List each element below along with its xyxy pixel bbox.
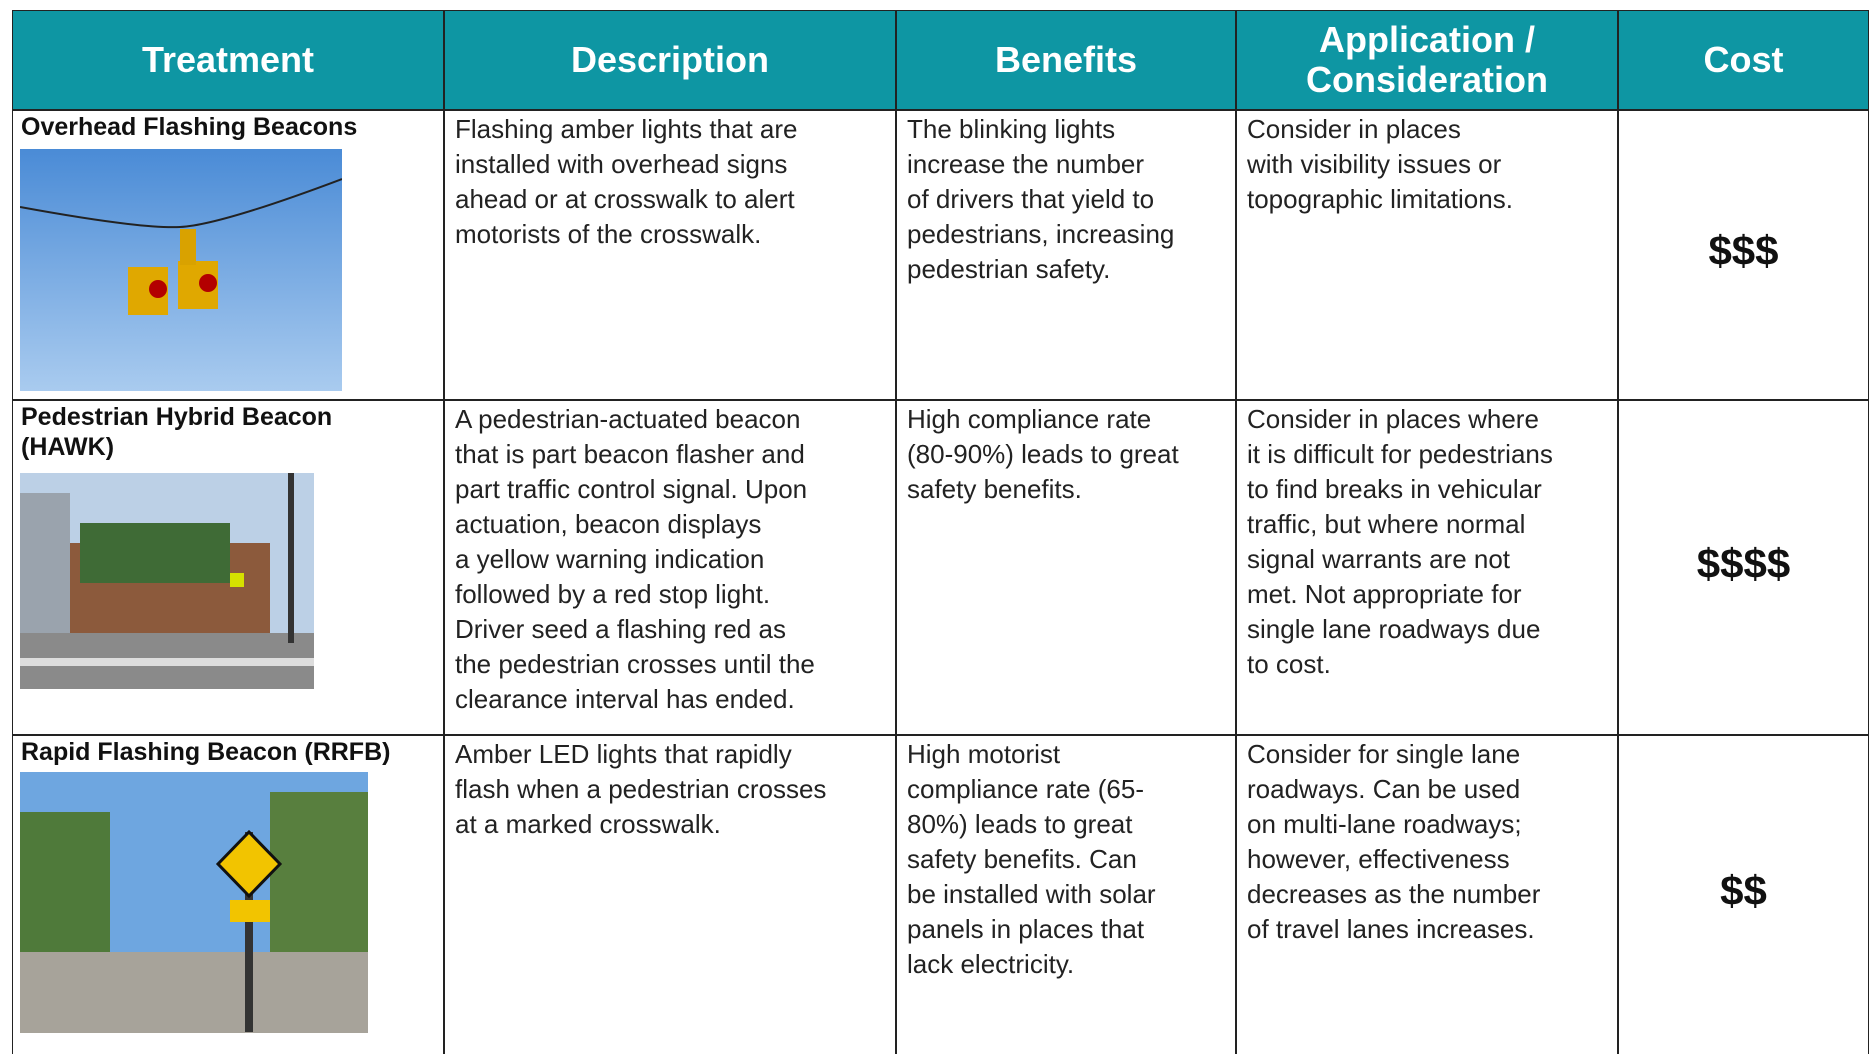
application-line: signal warrants are not [1247,544,1511,574]
description-line: ahead or at crosswalk to alert [455,184,795,214]
application-line: decreases as the number [1247,879,1541,909]
benefits-line: lack electricity. [907,949,1075,979]
photo-rrfb [20,772,368,1033]
benefits-line: increase the number [907,149,1145,179]
benefits-line: panels in places that [907,914,1145,944]
table-cell [1618,735,1869,1054]
table-cell [1236,110,1618,400]
treatment-name: (HAWK) [21,433,115,461]
application-line: topographic limitations. [1247,184,1513,214]
application-line: however, effectiveness [1247,844,1510,874]
treatment-name: Rapid Flashing Beacon (RRFB) [21,738,391,766]
description-line: a yellow warning indication [455,544,765,574]
table-cell [444,110,896,400]
cost-rating: $$ [1720,866,1767,914]
table-cell [444,400,896,735]
description-line: clearance interval has ended. [455,684,795,714]
application-line: roadways. Can be used [1247,774,1521,804]
table-cell [1618,110,1869,400]
table-cell [12,735,444,1054]
benefits-line: compliance rate (65- [907,774,1144,804]
benefits-line: The blinking lights [907,114,1116,144]
benefits-line: be installed with solar [907,879,1156,909]
description-line: motorists of the crosswalk. [455,219,762,249]
treatment-name: Overhead Flashing Beacons [21,113,358,141]
header-cell: Application / Consideration [1236,10,1618,110]
description-line: that is part beacon flasher and [455,439,805,469]
table-cell [444,735,896,1054]
benefits-line: High motorist [907,739,1061,769]
treatment-name: Pedestrian Hybrid Beacon [21,403,333,431]
application-line: it is difficult for pedestrians [1247,439,1553,469]
table-cell [1236,735,1618,1054]
header-cell: Treatment [12,10,444,110]
table-cell [12,110,444,400]
application-line: met. Not appropriate for [1247,579,1522,609]
benefits-line: pedestrians, increasing [907,219,1175,249]
application-line: single lane roadways due [1247,614,1541,644]
header-cell: Description [444,10,896,110]
application-line: on multi-lane roadways; [1247,809,1522,839]
application-line: Consider for single lane [1247,739,1521,769]
description-line: flash when a pedestrian crosses [455,774,827,804]
benefits-line: (80-90%) leads to great [907,439,1179,469]
benefits-line: safety benefits. [907,474,1082,504]
description-line: followed by a red stop light. [455,579,771,609]
table-cell [896,110,1236,400]
photo-overhead-beacon [20,149,342,391]
table-cell [1618,400,1869,735]
description-line: at a marked crosswalk. [455,809,721,839]
application-line: Consider in places where [1247,404,1539,434]
benefits-line: pedestrian safety. [907,254,1111,284]
table-cell [12,400,444,735]
benefits-line: of drivers that yield to [907,184,1155,214]
application-line: of travel lanes increases. [1247,914,1535,944]
benefits-line: safety benefits. Can [907,844,1137,874]
application-line: Consider in places [1247,114,1461,144]
description-line: the pedestrian crosses until the [455,649,815,679]
cost-rating: $$$ [1708,227,1779,274]
description-line: actuation, beacon displays [455,509,762,539]
header-cell: Benefits [896,10,1236,110]
application-line: to find breaks in vehicular [1247,474,1542,504]
table-cell [896,400,1236,735]
table-cell [896,735,1236,1054]
description-line: part traffic control signal. Upon [455,474,808,504]
benefits-line: High compliance rate [907,404,1152,434]
cost-rating: $$$$ [1696,539,1791,587]
description-line: A pedestrian-actuated beacon [455,404,801,434]
application-line: traffic, but where normal [1247,509,1526,539]
benefits-line: 80%) leads to great [907,809,1133,839]
table-cell [1236,400,1618,735]
application-line: with visibility issues or [1247,149,1502,179]
description-line: installed with overhead signs [455,149,788,179]
description-line: Flashing amber lights that are [455,114,798,144]
description-line: Driver seed a flashing red as [455,614,786,644]
photo-hawk-beacon [20,473,314,689]
application-line: to cost. [1247,649,1331,679]
description-line: Amber LED lights that rapidly [455,739,792,769]
header-cell: Cost [1618,10,1869,110]
